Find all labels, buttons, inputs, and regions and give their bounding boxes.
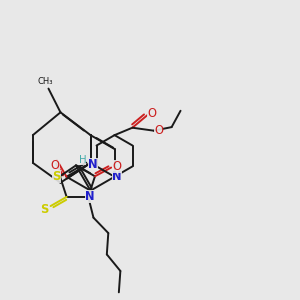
Text: O: O — [112, 160, 121, 172]
Text: S: S — [40, 202, 49, 215]
Text: O: O — [51, 159, 60, 172]
Text: O: O — [154, 124, 163, 136]
Text: CH₃: CH₃ — [38, 76, 53, 85]
Text: N: N — [85, 190, 94, 203]
Text: O: O — [147, 107, 156, 120]
Text: N: N — [88, 158, 98, 171]
Text: H: H — [79, 155, 86, 165]
Text: S: S — [52, 170, 61, 183]
Text: N: N — [112, 170, 122, 183]
